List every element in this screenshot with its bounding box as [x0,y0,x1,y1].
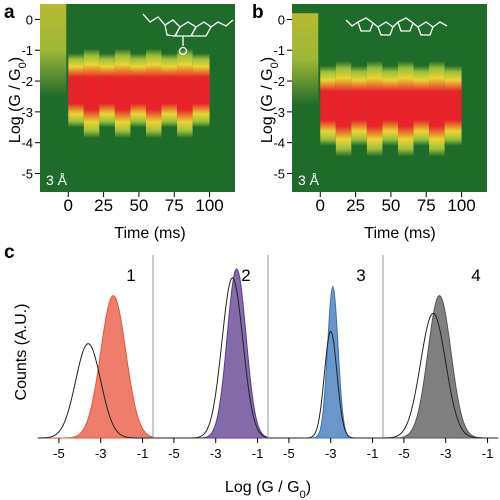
x-tick-label: 25 [346,196,365,215]
heatmap-pre-trace [40,4,67,97]
histogram-outline [268,330,383,439]
subpanel-label: 4 [471,266,480,285]
panel-a-heatmap [40,4,210,139]
x-tick-label: 0 [316,196,325,215]
molecule-b-structure-icon [345,17,448,36]
x-tick-label: -5 [168,446,180,461]
heatmap-segment [177,48,193,139]
y-tick-label: -2 [273,74,285,89]
panel-a-ticks: 0 25 50 75 100 0 -1 -2 -3 -4 -5 [21,12,223,215]
panel-a-distance-label: 3 Å [46,172,68,188]
y-tick-label: -1 [273,43,285,58]
heatmap-segment [444,65,462,146]
x-tick-label: -3 [95,446,107,461]
y-tick-label: -3 [273,105,285,120]
x-tick-label: -3 [325,446,337,461]
panel-c-histograms: 1 -5 -3 -1 2 -5 -3 -1 3 -5 -3 -1 4 -5 -3 -1 [37,255,499,461]
x-tick-label: 75 [417,196,436,215]
histogram-fill [382,295,499,439]
heatmap-segment [99,53,115,128]
heatmap-segment [114,48,131,139]
y-tick-label: 0 [26,12,33,27]
heatmap-segment [320,65,336,146]
panel-b-heatmap [292,13,462,157]
panel-c: Counts (A.U.) 1 -5 -3 -1 2 -5 -3 -1 3 -5 -3 -1 4 -5 -3… [13,255,499,500]
panel-b-ylabel: Log (G / G0) [259,57,281,143]
x-tick-label: 100 [195,196,223,215]
x-tick-label: 50 [381,196,400,215]
panel-a: 3 Å 0 25 50 75 100 0 -1 -2 -3 -4 -5 Log (G / G0) T… [7,4,235,242]
heatmap-segment [161,53,178,128]
panel-b-xlabel: Time (ms) [364,225,435,242]
panel-c-ylabel: Counts (A.U.) [13,304,30,401]
panel-a-ylabel: Log (G / G0) [7,57,29,143]
heatmap-segment [429,61,445,157]
panel-b-letter: b [252,2,264,23]
molecule-a-structure-icon [142,13,234,56]
y-tick-label: -1 [21,43,33,58]
y-tick-label: -5 [273,167,285,182]
x-tick-label: 25 [94,196,113,215]
x-tick-label: 75 [165,196,184,215]
y-tick-label: -4 [21,136,33,151]
histogram-fill [153,268,269,439]
histogram-fill [38,295,154,439]
panel-b-ticks: 0 25 50 75 100 0 -1 -2 -3 -4 -5 [273,12,475,215]
y-tick-label: -2 [21,74,33,89]
heatmap-segment [335,61,352,157]
panel-a-xlabel: Time (ms) [114,225,185,242]
panel-b-distance-label: 3 Å [298,172,320,188]
heatmap-segment [366,61,383,157]
y-tick-label: 0 [278,12,285,27]
heatmap-segment [413,65,430,146]
x-tick-label: -5 [53,446,65,461]
x-tick-label: -1 [482,446,494,461]
histogram-outline [37,343,153,439]
x-tick-label: -1 [367,446,379,461]
y-tick-label: -4 [273,136,285,151]
panel-c-xlabel: Log (G / G0) [225,479,311,500]
x-tick-label: 50 [129,196,148,215]
heatmap-segment [192,53,210,128]
subpanel-label: 2 [241,266,250,285]
subpanel-label: 1 [126,266,135,285]
panel-a-letter: a [4,2,15,23]
heatmap-segment [397,61,414,157]
x-tick-label: -3 [210,446,222,461]
y-tick-label: -3 [21,105,33,120]
heatmap-segment [130,53,146,128]
heatmap-segment [83,48,100,139]
x-tick-label: 0 [64,196,73,215]
subpanel-label: 3 [356,266,365,285]
histogram-outline [382,312,498,439]
y-tick-label: -5 [21,167,33,182]
heatmap-segment [382,65,398,146]
x-tick-label: -1 [252,446,264,461]
panel-b: 3 Å 0 25 50 75 100 0 -1 -2 -3 -4 -5 Log (G / G0) T… [259,4,487,242]
histogram-outline [153,277,269,439]
x-tick-label: -5 [283,446,295,461]
heatmap-segment [351,65,367,146]
panel-c-letter: c [4,242,15,263]
x-tick-label: 100 [447,196,475,215]
x-tick-label: -5 [398,446,410,461]
heatmap-segment [68,53,84,128]
heatmap-segment [145,48,162,139]
x-tick-label: -3 [440,446,452,461]
x-tick-label: -1 [137,446,149,461]
heatmap-pre-trace [292,13,319,106]
